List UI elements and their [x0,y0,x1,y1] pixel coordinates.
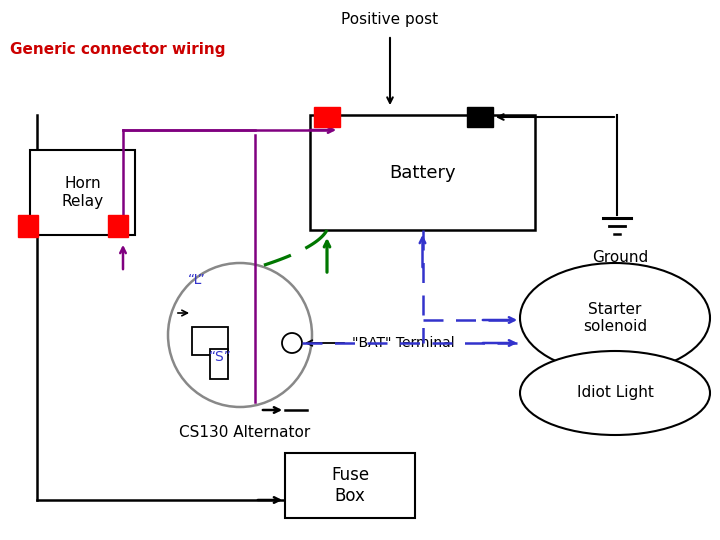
Text: Positive post: Positive post [341,12,438,27]
Text: Horn
Relay: Horn Relay [61,176,104,208]
Bar [467,107,493,127]
Text: "BAT" Terminal: "BAT" Terminal [352,336,454,350]
Bar [30,150,135,235]
Text: “L”: “L” [188,273,206,287]
Text: CS130 Alternator: CS130 Alternator [179,425,310,440]
Bar [314,107,340,127]
Text: Ground: Ground [592,250,648,265]
Text: Generic connector wiring: Generic connector wiring [10,42,225,57]
Text: “S”: “S” [209,350,231,364]
Text: Idiot Light: Idiot Light [577,386,654,401]
Bar [108,215,128,237]
Text: Starter
solenoid: Starter solenoid [583,302,647,334]
Ellipse shape [520,351,710,435]
Ellipse shape [520,263,710,373]
Bar [192,327,228,355]
Bar [285,453,415,518]
Text: Fuse
Box: Fuse Box [331,466,369,505]
Bar [310,115,535,230]
Circle shape [282,333,302,353]
Bar [18,215,38,237]
Bar [210,349,228,379]
Circle shape [168,263,312,407]
Text: Battery: Battery [390,164,456,181]
